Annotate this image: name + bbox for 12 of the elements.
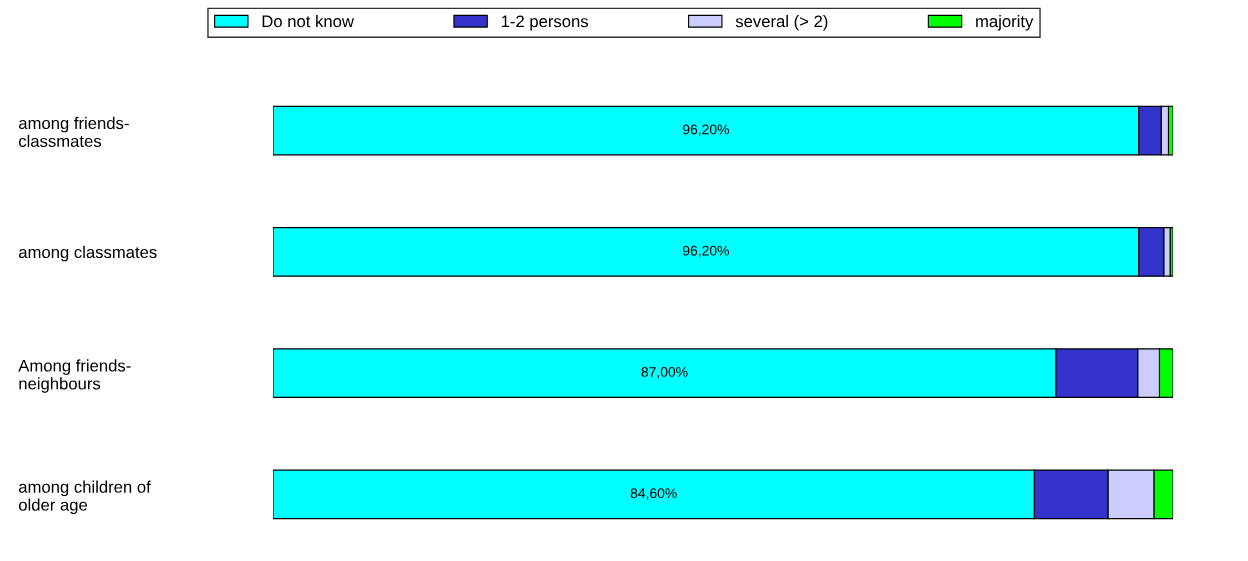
data-label: 87,00% [641,367,688,379]
data-label: 96,20% [683,124,729,136]
legend-label: 1-2 persons [501,15,589,31]
y-tick-label: among children of older age [18,480,151,515]
legend-label: several (> 2) [735,15,828,31]
data-label: 96,20% [683,245,729,258]
y-tick-label: among classmates [18,245,157,262]
data-label: 84,60% [630,488,677,500]
legend-label: Do not know [262,15,354,28]
legend-label: majority [976,15,1034,31]
y-tick-label: Among friends- neighbours [18,359,131,393]
y-tick-label: among friends- classmates [18,116,129,148]
